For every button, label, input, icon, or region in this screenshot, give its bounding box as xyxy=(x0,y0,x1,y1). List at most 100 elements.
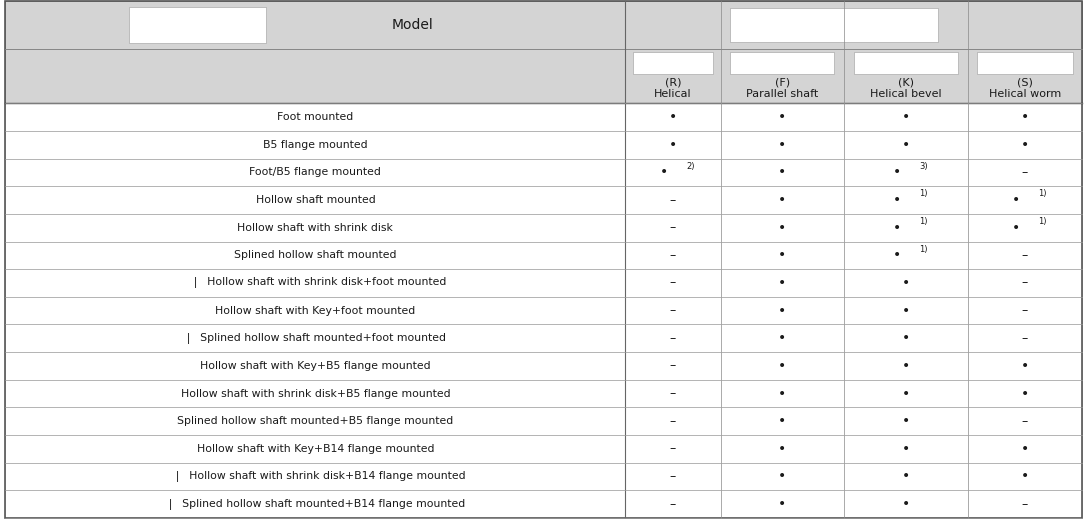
Text: •: • xyxy=(778,331,787,345)
Bar xyxy=(5,352,1082,380)
Text: •: • xyxy=(778,110,787,124)
Text: 1): 1) xyxy=(919,245,928,254)
Bar xyxy=(5,269,1082,297)
Text: (S)
Helical worm: (S) Helical worm xyxy=(989,78,1061,99)
Text: –: – xyxy=(670,360,676,373)
Text: 1): 1) xyxy=(919,189,928,198)
Text: •: • xyxy=(902,414,911,428)
Text: •: • xyxy=(778,193,787,207)
Bar xyxy=(5,380,1082,407)
Bar xyxy=(633,52,713,74)
Text: –: – xyxy=(1021,415,1028,428)
Text: –: – xyxy=(670,194,676,207)
Bar xyxy=(5,490,1082,518)
Bar xyxy=(5,159,1082,186)
Text: •: • xyxy=(902,331,911,345)
Text: •: • xyxy=(893,248,902,262)
Text: 1): 1) xyxy=(1037,217,1046,226)
Text: •: • xyxy=(902,304,911,318)
Text: (R)
Helical: (R) Helical xyxy=(654,78,692,99)
Text: •: • xyxy=(902,110,911,124)
Text: •: • xyxy=(669,110,678,124)
Text: •: • xyxy=(1021,470,1029,484)
Text: Hollow shaft mounted: Hollow shaft mounted xyxy=(256,195,375,205)
Text: 1): 1) xyxy=(919,217,928,226)
Text: B5 flange mounted: B5 flange mounted xyxy=(263,140,367,150)
Text: •: • xyxy=(660,166,669,180)
Text: 2): 2) xyxy=(686,162,695,171)
Text: •: • xyxy=(902,359,911,373)
Text: •: • xyxy=(1012,221,1020,235)
Text: •: • xyxy=(893,221,902,235)
Text: •: • xyxy=(902,276,911,290)
Text: –: – xyxy=(1021,166,1028,179)
Text: Splined hollow shaft mounted+B5 flange mounted: Splined hollow shaft mounted+B5 flange m… xyxy=(178,416,453,426)
Text: •: • xyxy=(1012,193,1020,207)
Text: •: • xyxy=(669,138,678,152)
Text: Splined hollow shaft mounted: Splined hollow shaft mounted xyxy=(234,250,397,261)
Text: •: • xyxy=(902,138,911,152)
Text: 1): 1) xyxy=(1037,189,1046,198)
Bar xyxy=(5,407,1082,435)
Text: ❘  Splined hollow shaft mounted+B14 flange mounted: ❘ Splined hollow shaft mounted+B14 flang… xyxy=(166,499,465,510)
Bar xyxy=(5,103,1082,131)
Text: •: • xyxy=(893,166,902,180)
Text: •: • xyxy=(902,442,911,456)
Bar xyxy=(5,462,1082,490)
Text: –: – xyxy=(1021,249,1028,262)
Text: Hollow shaft with Key+foot mounted: Hollow shaft with Key+foot mounted xyxy=(216,306,415,316)
Text: •: • xyxy=(902,387,911,401)
Text: Hollow shaft with shrink disk: Hollow shaft with shrink disk xyxy=(237,223,393,233)
Bar xyxy=(731,8,938,42)
Text: –: – xyxy=(1021,277,1028,290)
Bar xyxy=(5,214,1082,241)
Text: Hollow shaft with Key+B5 flange mounted: Hollow shaft with Key+B5 flange mounted xyxy=(201,361,430,371)
Text: •: • xyxy=(778,359,787,373)
Bar xyxy=(5,324,1082,352)
Bar xyxy=(5,49,1082,103)
Text: ❘  Splined hollow shaft mounted+foot mounted: ❘ Splined hollow shaft mounted+foot moun… xyxy=(184,333,447,344)
Text: •: • xyxy=(902,470,911,484)
Text: •: • xyxy=(778,304,787,318)
Bar xyxy=(5,1,1082,49)
Text: –: – xyxy=(1021,332,1028,345)
Bar xyxy=(5,131,1082,159)
Text: Model: Model xyxy=(391,18,434,32)
Bar xyxy=(5,186,1082,214)
Text: –: – xyxy=(670,442,676,455)
Text: •: • xyxy=(1021,138,1029,152)
Bar xyxy=(731,52,835,74)
Bar xyxy=(977,52,1073,74)
Text: (F)
Parallel shaft: (F) Parallel shaft xyxy=(746,78,818,99)
Text: •: • xyxy=(902,497,911,511)
Text: 3): 3) xyxy=(919,162,928,171)
Text: •: • xyxy=(893,193,902,207)
Text: •: • xyxy=(778,248,787,262)
Text: –: – xyxy=(670,249,676,262)
Text: •: • xyxy=(1021,442,1029,456)
Text: Hollow shaft with shrink disk+B5 flange mounted: Hollow shaft with shrink disk+B5 flange … xyxy=(181,389,450,399)
Text: (K)
Helical bevel: (K) Helical bevel xyxy=(870,78,942,99)
Text: –: – xyxy=(1021,304,1028,317)
Text: •: • xyxy=(778,442,787,456)
Text: ❘  Hollow shaft with shrink disk+foot mounted: ❘ Hollow shaft with shrink disk+foot mou… xyxy=(184,278,447,289)
Text: Foot/B5 flange mounted: Foot/B5 flange mounted xyxy=(249,168,382,177)
Text: •: • xyxy=(778,497,787,511)
Text: –: – xyxy=(670,221,676,234)
Text: –: – xyxy=(670,498,676,511)
Text: Foot mounted: Foot mounted xyxy=(278,112,353,122)
Text: –: – xyxy=(670,415,676,428)
Bar xyxy=(5,241,1082,269)
Text: •: • xyxy=(778,387,787,401)
Bar xyxy=(5,435,1082,462)
Text: •: • xyxy=(778,138,787,152)
Text: •: • xyxy=(778,414,787,428)
Text: ❘  Hollow shaft with shrink disk+B14 flange mounted: ❘ Hollow shaft with shrink disk+B14 flan… xyxy=(166,471,465,482)
Bar xyxy=(129,7,266,43)
Text: Hollow shaft with Key+B14 flange mounted: Hollow shaft with Key+B14 flange mounted xyxy=(196,444,435,454)
Text: –: – xyxy=(670,277,676,290)
Text: –: – xyxy=(670,332,676,345)
Bar xyxy=(854,52,958,74)
Text: •: • xyxy=(778,276,787,290)
Text: –: – xyxy=(1021,498,1028,511)
